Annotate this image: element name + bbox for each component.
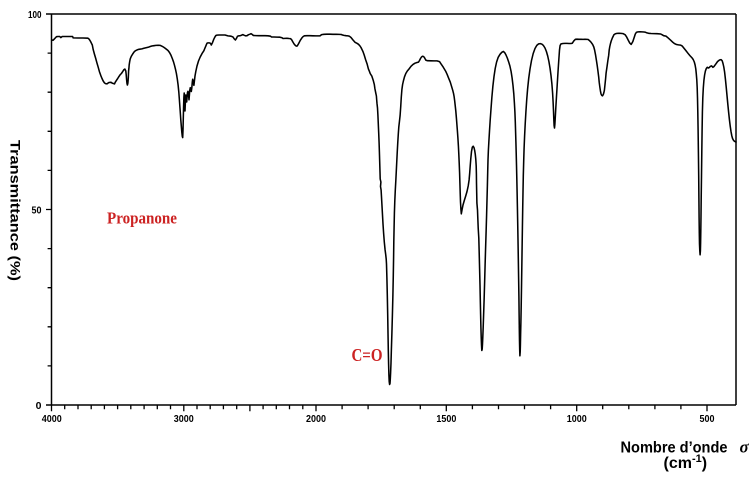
svg-text:Transmittance (%): Transmittance (%) <box>8 140 23 281</box>
svg-text:50: 50 <box>32 205 42 217</box>
svg-text:C=O: C=O <box>352 345 383 365</box>
svg-text:2000: 2000 <box>306 413 326 425</box>
svg-text:1500: 1500 <box>436 413 456 425</box>
svg-text:Nombre d’onde: Nombre d’onde <box>621 440 728 457</box>
svg-text:500: 500 <box>700 413 715 425</box>
svg-text:4000: 4000 <box>42 413 62 425</box>
svg-text:3000: 3000 <box>174 413 194 425</box>
svg-text:1000: 1000 <box>567 413 587 425</box>
svg-text:Propanone: Propanone <box>107 209 177 228</box>
svg-text:0: 0 <box>36 400 42 412</box>
svg-text:σ: σ <box>740 438 750 457</box>
svg-text:100: 100 <box>28 9 42 21</box>
